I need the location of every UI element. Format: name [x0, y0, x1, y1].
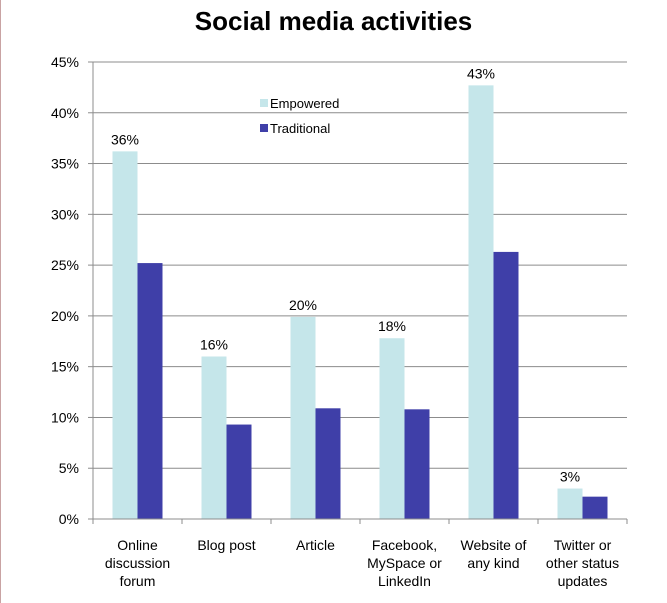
bar-empowered [468, 85, 494, 519]
y-axis: 0% 5% 10% 15% 20% 25% 30% 35% 40% 45% [51, 54, 94, 527]
bar-empowered [201, 356, 227, 519]
y-tick-label: 45% [51, 54, 79, 70]
data-label: 36% [111, 131, 139, 147]
x-tick-label-line: any kind [467, 555, 519, 571]
legend-swatch [260, 99, 268, 107]
x-tick-label: Twitter or other status updates [546, 537, 619, 589]
y-tick-label: 40% [51, 105, 79, 121]
bar-traditional [137, 263, 163, 519]
bars [112, 85, 608, 520]
x-tick-label: Blog post [197, 537, 255, 553]
bar-traditional [226, 424, 252, 519]
y-tick-label: 0% [59, 511, 79, 527]
data-label: 16% [200, 337, 228, 353]
bar-empowered [379, 338, 405, 519]
data-label: 18% [378, 318, 406, 334]
x-tick-label: Online discussion forum [105, 537, 170, 589]
data-label: 20% [289, 297, 317, 313]
x-tick-label-line: Twitter or [554, 537, 612, 553]
x-tick-label-line: Blog post [197, 537, 255, 553]
window-left-edge [0, 0, 1, 603]
data-label: 43% [467, 65, 495, 81]
x-axis: Online discussion forum Blog post Article Fac… [92, 518, 628, 589]
y-tick-label: 30% [51, 206, 79, 222]
x-tick-label-line: Facebook, [372, 537, 437, 553]
x-tick-label-line: Article [296, 537, 335, 553]
data-label: 3% [560, 469, 580, 485]
x-tick-label-line: updates [558, 573, 608, 589]
legend: Empowered Traditional [260, 96, 339, 136]
x-tick-label: Facebook, MySpace or LinkedIn [367, 537, 442, 589]
bar-traditional [493, 251, 519, 520]
bar-empowered [112, 151, 138, 519]
bar-traditional [582, 496, 608, 519]
y-tick-label: 5% [59, 460, 79, 476]
x-tick-label: Article [296, 537, 335, 553]
chart-title: Social media activities [194, 6, 473, 36]
x-tick-label-line: MySpace or [367, 555, 442, 571]
x-tick-label-line: Online [117, 537, 158, 553]
data-labels: 36% 16% 20% 18% 43% 3% [111, 65, 580, 484]
y-tick-label: 35% [51, 156, 79, 172]
bar-empowered [557, 488, 583, 519]
y-tick-label: 25% [51, 257, 79, 273]
x-tick-label-line: Website of [461, 537, 527, 553]
bar-traditional [315, 408, 341, 519]
x-tick-label: Website of any kind [461, 537, 527, 571]
x-tick-label-line: LinkedIn [378, 573, 431, 589]
y-tick-label: 15% [51, 359, 79, 375]
bar-traditional [404, 409, 430, 519]
legend-swatch [260, 124, 268, 132]
legend-label: Traditional [270, 121, 330, 136]
x-tick-label-line: forum [120, 573, 156, 589]
x-tick-label-line: discussion [105, 555, 170, 571]
legend-label: Empowered [270, 96, 339, 111]
bar-empowered [290, 316, 316, 519]
y-tick-label: 10% [51, 409, 79, 425]
y-tick-label: 20% [51, 308, 79, 324]
gridlines [93, 61, 627, 469]
x-tick-label-line: other status [546, 555, 619, 571]
